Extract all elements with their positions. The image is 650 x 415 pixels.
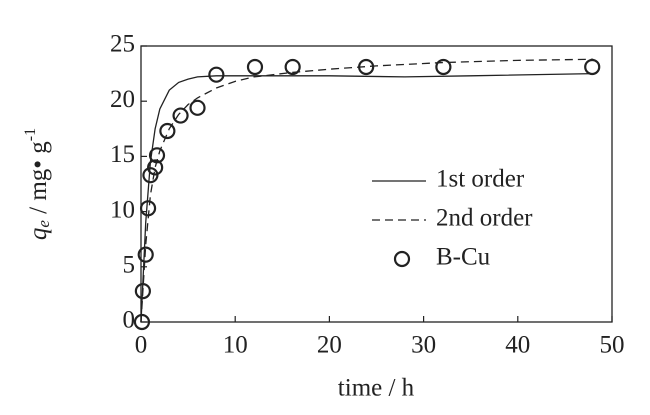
legend-label: B-Cu [436, 244, 491, 271]
legend-marker [393, 250, 411, 268]
y-tick-label: 15 [110, 141, 135, 168]
y-label-subscript: e [34, 220, 53, 228]
data-point [358, 58, 375, 76]
data-point [189, 99, 206, 116]
x-tick-label: 10 [223, 332, 248, 359]
data-point [137, 246, 154, 263]
y-axis-label: qe / mg• g-1 [22, 128, 53, 240]
legend-label: 2nd order [436, 205, 533, 232]
data-point [147, 159, 164, 176]
x-tick-label: 30 [411, 332, 436, 359]
series-line [140, 58, 594, 323]
data-point [584, 58, 601, 76]
x-axis-label: time / h [338, 375, 415, 402]
data-point [133, 313, 151, 331]
data-point [134, 282, 151, 300]
data-point [139, 200, 157, 217]
x-tick-label: 20 [317, 332, 342, 359]
y-tick-label: 0 [123, 307, 136, 334]
data-point [246, 58, 264, 76]
data-point [148, 147, 166, 164]
data-point [208, 66, 225, 83]
y-label-superscript: -1 [22, 128, 39, 141]
data-point [159, 122, 176, 140]
x-tick-label: 40 [505, 332, 530, 359]
y-tick-label: 5 [123, 252, 136, 279]
legend-label: 1st order [436, 166, 525, 193]
data-point [435, 58, 452, 76]
series-line [140, 72, 594, 323]
y-label-symbol: q [25, 228, 52, 241]
y-tick-label: 25 [110, 31, 135, 58]
data-point [284, 58, 301, 76]
data-point [172, 107, 189, 124]
x-tick-label: 0 [135, 332, 148, 359]
x-tick-label: 50 [600, 332, 625, 359]
y-tick-label: 20 [110, 86, 135, 113]
y-label-unit: / mg• g [25, 141, 52, 220]
y-tick-label: 10 [110, 196, 135, 223]
plot-frame [140, 45, 613, 323]
